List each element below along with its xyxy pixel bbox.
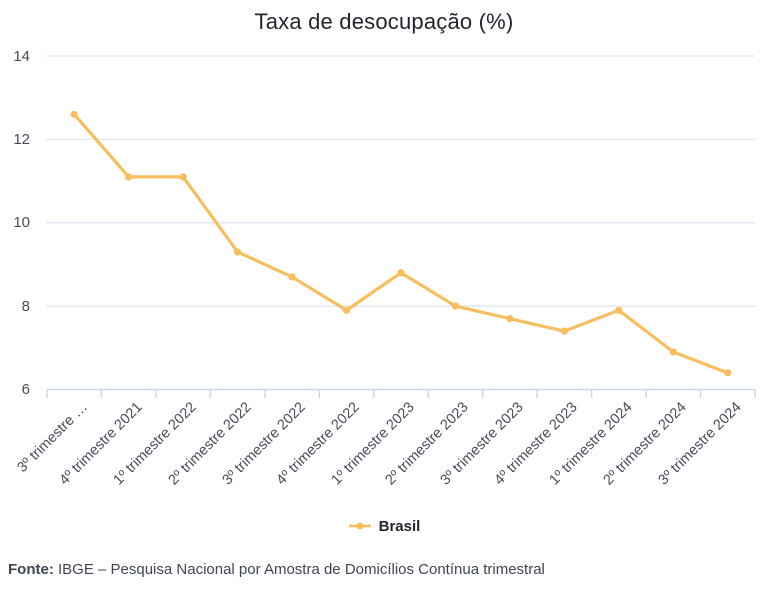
data-point[interactable]: [397, 269, 405, 277]
source-text: IBGE – Pesquisa Nacional por Amostra de …: [58, 561, 545, 578]
data-point[interactable]: [288, 273, 296, 281]
data-point[interactable]: [560, 327, 568, 335]
legend-item-brasil[interactable]: Brasil: [0, 515, 768, 537]
source-label: Fonte:: [8, 561, 54, 578]
chart-title: Taxa de desocupação (%): [254, 9, 514, 34]
y-axis-label: 8: [21, 297, 30, 315]
data-point[interactable]: [451, 302, 460, 310]
y-axis-label: 12: [13, 130, 30, 148]
source-note: Fonte: IBGE – Pesquisa Nacional por Amos…: [8, 561, 545, 578]
y-axis-label: 6: [21, 381, 30, 398]
data-point[interactable]: [724, 369, 732, 377]
data-point[interactable]: [506, 315, 514, 323]
data-point[interactable]: [70, 110, 78, 118]
data-point[interactable]: [125, 173, 133, 181]
series-line-brasil: [72, 112, 730, 375]
legend-label: Brasil: [378, 517, 421, 535]
y-axis-label: 10: [13, 214, 30, 232]
y-axis-label: 14: [13, 47, 30, 65]
data-point[interactable]: [669, 348, 677, 356]
data-point[interactable]: [342, 306, 351, 314]
data-point[interactable]: [234, 248, 242, 256]
legend-marker-icon: [348, 522, 371, 530]
data-point[interactable]: [615, 306, 623, 314]
data-point[interactable]: [179, 173, 187, 181]
